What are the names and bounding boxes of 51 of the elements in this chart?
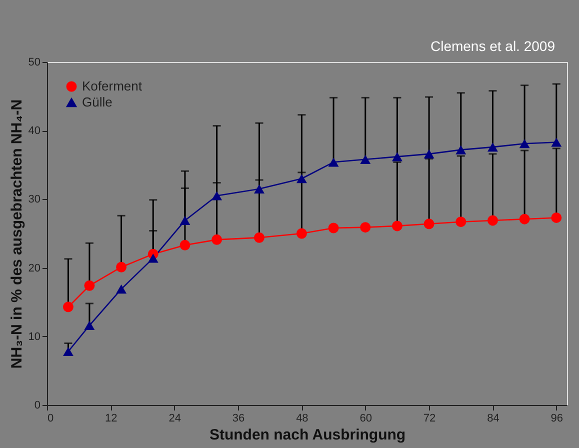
text: Clemens et al. 2009 [430,38,556,54]
point [254,184,264,194]
point [212,191,222,200]
point [254,232,264,243]
point [62,346,74,356]
point [456,216,466,228]
point [296,228,307,239]
x-tick-label: 12 [105,412,118,424]
y-tick-label: 20 [28,262,40,274]
y-tick-label: 40 [28,125,40,138]
point [551,212,562,223]
point [180,216,190,226]
x-tick-label: 72 [423,412,436,424]
x-tick-label: 60 [360,412,372,424]
point [212,234,222,245]
y-tick-label: 0 [34,400,40,412]
point [392,220,402,232]
y-axis-title: NH₃-N in % des ausgebrachten NH₄-N [8,99,26,369]
point [487,215,498,226]
x-tick-label: 0 [48,412,54,424]
point [148,254,158,263]
point [519,214,530,224]
point [296,174,307,184]
y-tick-label: 10 [28,330,40,343]
x-axis-title: Stunden nach Ausbringung [209,426,406,444]
point [116,262,127,272]
point [180,240,190,250]
point [62,302,74,312]
point [551,138,562,147]
point [456,145,466,154]
x-tick-label: 84 [487,412,500,424]
x-tick-label: 48 [296,412,308,424]
point [360,222,371,233]
legend-label: Gülle [82,94,112,110]
x-tick-label: 36 [232,412,245,424]
point [392,152,402,162]
point [424,149,434,158]
point [360,154,371,164]
y-tick-label: 30 [28,194,40,206]
point [519,139,530,148]
point [328,158,339,167]
point [116,284,127,294]
x-tick-label: 24 [168,412,181,424]
y-tick-label: 50 [28,56,40,68]
x-tick-label: 96 [550,412,564,424]
point [84,280,95,291]
legend-label: Koferment [82,78,142,94]
point [487,142,498,152]
point [424,218,434,230]
point [84,320,95,330]
point [328,222,339,234]
